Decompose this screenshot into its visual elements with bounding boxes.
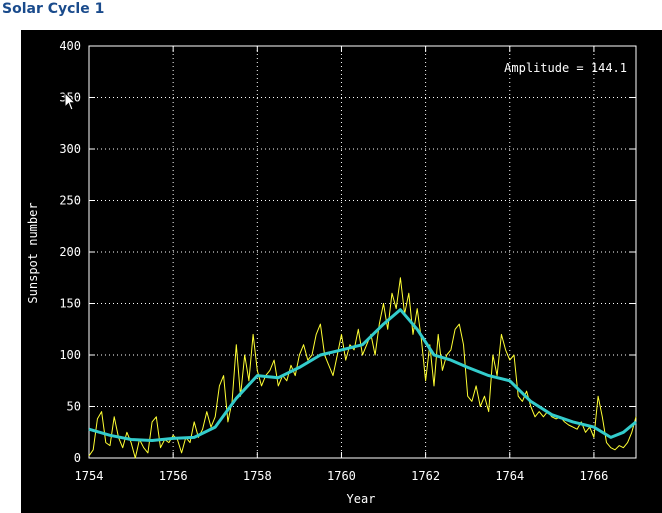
amplitude-annotation: Amplitude = 144.1	[504, 61, 627, 75]
y-tick-label: 0	[74, 451, 81, 465]
x-tick-label: 1766	[579, 469, 608, 483]
label-layer: 0501001502002503003504001754175617581760…	[59, 39, 608, 483]
x-tick-label: 1760	[327, 469, 356, 483]
y-tick-label: 100	[59, 348, 81, 362]
y-tick-label: 50	[67, 400, 81, 414]
y-tick-label: 400	[59, 39, 81, 53]
x-tick-label: 1762	[411, 469, 440, 483]
page-title: Solar Cycle 1	[2, 1, 105, 17]
axes-layer	[88, 45, 637, 459]
x-tick-label: 1758	[243, 469, 272, 483]
smoothed-series-line	[88, 308, 637, 442]
series-layer	[88, 277, 637, 459]
x-tick-label: 1756	[159, 469, 188, 483]
grid-layer	[89, 46, 636, 458]
chart-panel: 0501001502002503003504001754175617581760…	[21, 30, 662, 513]
y-tick-label: 300	[59, 142, 81, 156]
monthly-series-line	[88, 277, 637, 459]
y-axis-label: Sunspot number	[26, 202, 40, 303]
x-tick-label: 1754	[75, 469, 104, 483]
y-tick-label: 250	[59, 194, 81, 208]
mouse-cursor-icon	[64, 92, 76, 111]
x-axis-label: Year	[347, 492, 376, 506]
chart-svg: 0501001502002503003504001754175617581760…	[26, 39, 637, 506]
y-tick-label: 200	[59, 245, 81, 259]
x-tick-label: 1764	[495, 469, 524, 483]
y-tick-label: 150	[59, 297, 81, 311]
